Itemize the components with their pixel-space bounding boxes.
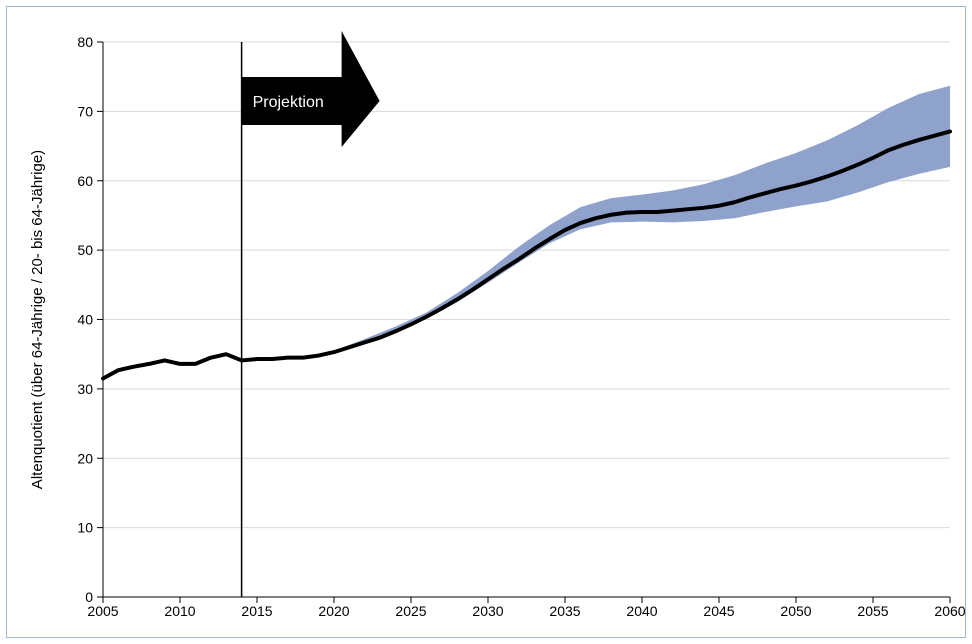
- y-tick-labels: 0 10 20 30 40 50 60 70 80: [77, 34, 93, 605]
- y-tick-label-20: 20: [77, 450, 93, 466]
- x-tick-label-2045: 2045: [703, 603, 734, 619]
- y-axis-title: Altenquotient (über 64-Jährige / 20- bis…: [29, 150, 46, 489]
- y-tick-label-30: 30: [77, 381, 93, 397]
- projection-annotation: Projektion: [241, 31, 380, 147]
- y-tick-label-40: 40: [77, 312, 93, 328]
- y-tick-label-70: 70: [77, 103, 93, 119]
- projection-label: Projektion: [253, 94, 324, 111]
- x-tick-label-2055: 2055: [857, 603, 888, 619]
- grid-lines: [103, 41, 950, 529]
- x-tick-label-2005: 2005: [87, 603, 118, 619]
- x-tick-label-2050: 2050: [780, 603, 811, 619]
- projection-uncertainty-band: [241, 85, 951, 361]
- y-tick-label-60: 60: [77, 173, 93, 189]
- series-line: [101, 129, 952, 381]
- projection-arrow-icon: [241, 31, 380, 147]
- x-tick-labels: 2005 2010 2015 2020 2025 2030 2035 2040 2045 2050…: [87, 603, 965, 619]
- x-tick-label-2020: 2020: [318, 603, 349, 619]
- axes: [97, 41, 951, 603]
- x-tick-label-2010: 2010: [164, 603, 195, 619]
- x-tick-label-2040: 2040: [626, 603, 657, 619]
- x-tick-label-2060: 2060: [934, 603, 965, 619]
- x-tick-label-2035: 2035: [549, 603, 580, 619]
- x-tick-label-2025: 2025: [395, 603, 426, 619]
- x-tick-label-2015: 2015: [241, 603, 272, 619]
- y-tick-label-0: 0: [85, 589, 93, 605]
- y-tick-label-80: 80: [77, 34, 93, 50]
- y-tick-label-10: 10: [77, 520, 93, 536]
- x-tick-label-2030: 2030: [472, 603, 503, 619]
- y-tick-label-50: 50: [77, 242, 93, 258]
